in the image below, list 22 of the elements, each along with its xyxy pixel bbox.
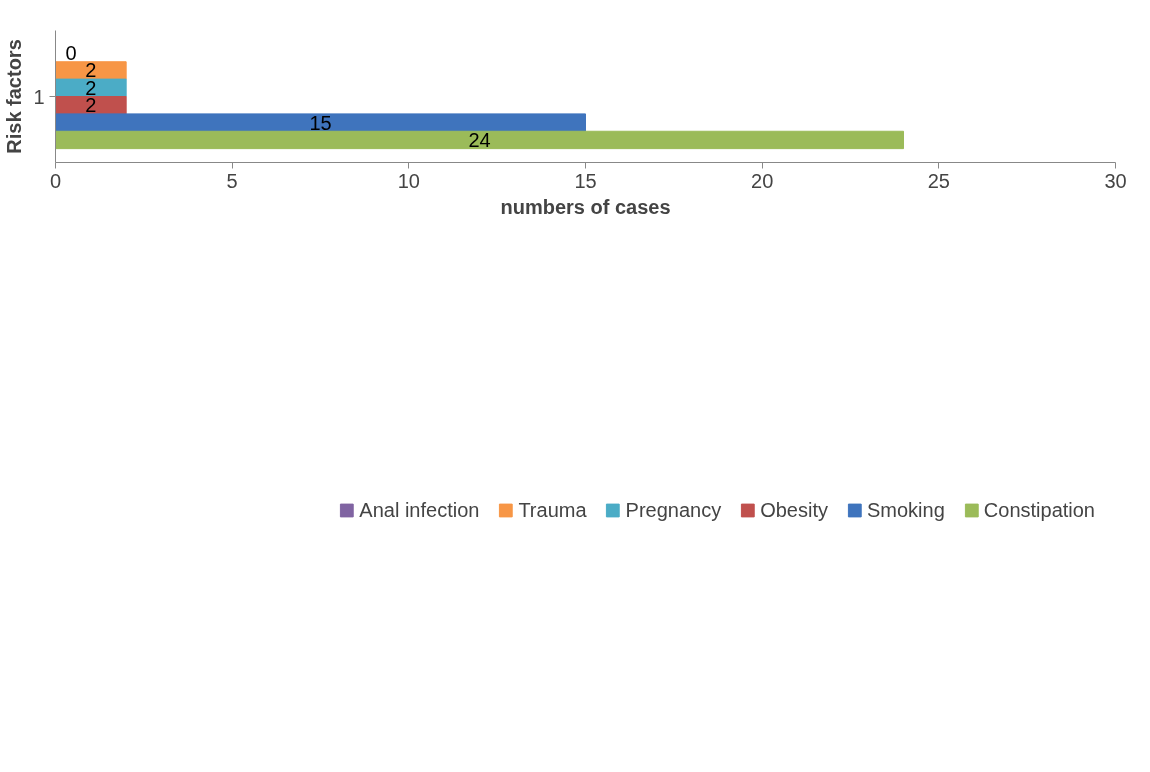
legend-label: Obesity (760, 498, 828, 522)
bar (55, 113, 586, 132)
x-tick-label: 0 (49, 169, 62, 192)
x-tick-label: 30 (1104, 169, 1127, 192)
x-tick-label: 20 (751, 169, 774, 192)
legend-label: Trauma (518, 498, 587, 522)
x-tick-label: 5 (226, 169, 238, 192)
legend-label: Pregnancy (625, 498, 722, 522)
data-label: 0 (65, 42, 77, 65)
x-axis-title: numbers of cases (500, 195, 671, 218)
y-tick-label: 1 (33, 85, 45, 108)
data-label: 15 (309, 111, 332, 134)
data-label: 24 (468, 128, 491, 151)
x-tick-label: 10 (397, 169, 420, 192)
bar (55, 130, 904, 150)
y-axis-title: Risk factors (3, 39, 26, 154)
bar (55, 78, 127, 97)
x-tick-label: 25 (927, 169, 950, 192)
legend-label: Constipation (983, 498, 1095, 522)
x-tick-label: 15 (574, 169, 597, 192)
legend-label: Anal infection (359, 498, 480, 522)
legend-label: Smoking (867, 498, 945, 522)
